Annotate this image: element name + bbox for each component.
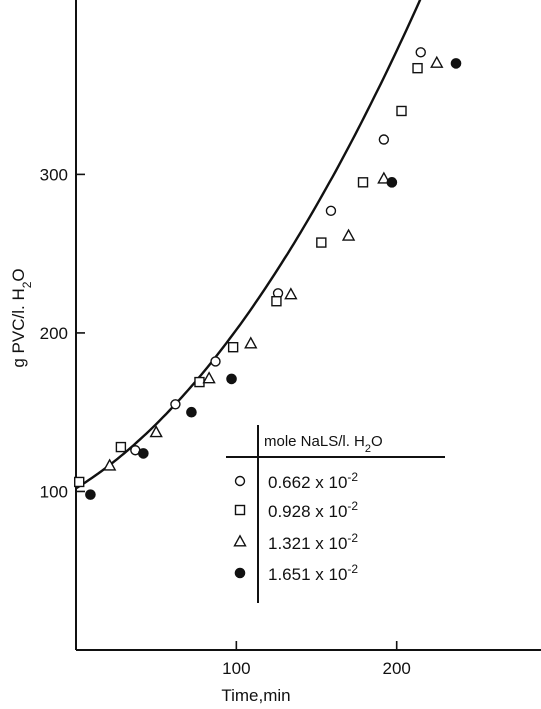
legend-label-series-3: 1.321 x 10-2 [268, 531, 358, 553]
data-point-series-3 [244, 336, 258, 349]
data-point-series-3 [377, 171, 391, 184]
legend-marker-series-4 [234, 567, 246, 579]
y-tick-label: 300 [40, 165, 68, 184]
axis-titles: Time,min g PVC/l. H2O [9, 268, 291, 705]
x-axis-title: Time,min [221, 686, 290, 705]
legend: mole NaLS/l. H2O 0.662 x 10-2 0.928 x 10-2… [226, 425, 445, 603]
data-point-series-4 [226, 373, 237, 385]
y-tick-label: 100 [40, 482, 68, 501]
data-point-series-3 [149, 425, 163, 438]
data-point-series-1 [325, 205, 337, 217]
legend-marker-series-3 [233, 534, 247, 547]
x-tick-label: 200 [383, 659, 411, 678]
data-point-series-2 [316, 237, 327, 248]
data-point-series-4 [386, 177, 398, 188]
data-points [74, 47, 462, 500]
data-point-series-1 [378, 134, 390, 145]
legend-header: mole NaLS/l. H2O [264, 433, 383, 455]
data-point-series-2 [194, 376, 205, 388]
data-point-series-3 [284, 287, 298, 300]
legend-marker-series-2 [234, 504, 246, 516]
data-point-series-4 [85, 489, 96, 500]
data-point-series-2 [357, 177, 369, 188]
axes: 100 200 100 200 300 [40, 0, 541, 678]
data-point-series-1 [170, 399, 181, 410]
data-point-series-4 [138, 448, 149, 459]
x-tick-label: 100 [222, 659, 250, 678]
data-point-series-2 [396, 105, 407, 117]
data-point-series-4 [186, 406, 197, 418]
data-point-series-3 [202, 371, 216, 384]
data-point-series-1 [415, 47, 426, 58]
data-point-series-4 [450, 58, 462, 69]
data-point-series-2 [74, 476, 85, 488]
y-axis-title: g PVC/l. H2O [9, 268, 34, 367]
legend-label-series-2: 0.928 x 10-2 [268, 499, 358, 521]
legend-label-series-4: 1.651 x 10-2 [268, 562, 358, 584]
fit-curve-group [75, 0, 422, 490]
data-point-series-2 [412, 62, 423, 74]
y-tick-label: 200 [40, 324, 68, 343]
data-point-series-2 [227, 341, 239, 353]
legend-marker-series-1 [234, 475, 246, 487]
data-point-series-2 [115, 441, 127, 453]
fit-curve [75, 0, 422, 490]
data-point-series-2 [271, 296, 282, 307]
data-point-series-3 [102, 458, 117, 471]
legend-label-series-1: 0.662 x 10-2 [268, 470, 358, 492]
data-point-series-3 [430, 55, 444, 68]
data-point-series-1 [210, 356, 221, 367]
data-point-series-3 [341, 228, 356, 241]
